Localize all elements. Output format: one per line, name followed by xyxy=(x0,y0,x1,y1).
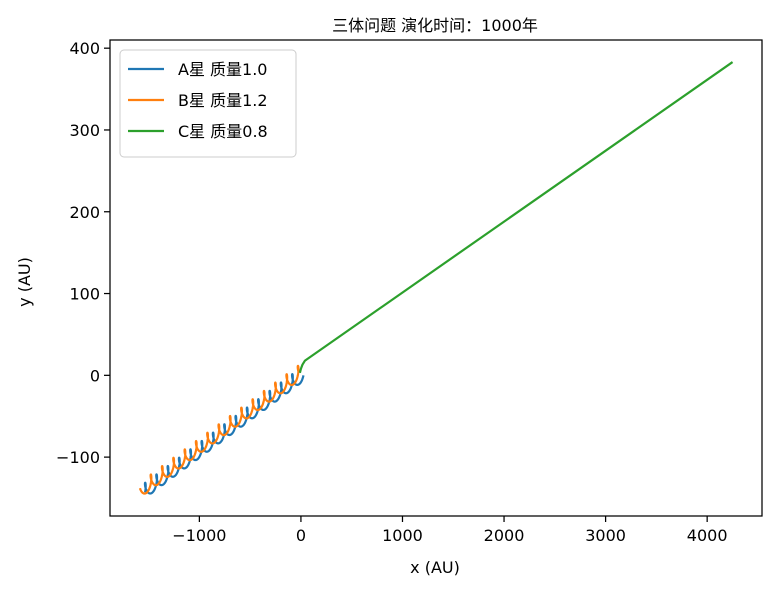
series-line-1 xyxy=(143,373,305,495)
y-tick-label: 0 xyxy=(90,366,100,385)
y-tick-label: 200 xyxy=(69,203,100,222)
y-tick-label: 300 xyxy=(69,121,100,140)
chart-title: 三体问题 演化时间：1000年 xyxy=(332,16,538,35)
x-axis-label: x (AU) xyxy=(410,558,460,577)
y-tick-label: 400 xyxy=(69,39,100,58)
y-axis: −100 0 100 200 300 400 xyxy=(56,39,110,467)
y-tick-label: −100 xyxy=(56,448,100,467)
x-tick-label: −1000 xyxy=(172,526,226,545)
legend-label: C星 质量0.8 xyxy=(178,122,268,141)
x-tick-label: 0 xyxy=(296,526,306,545)
x-tick-label: 1000 xyxy=(382,526,423,545)
x-tick-label: 2000 xyxy=(484,526,525,545)
legend-label: A星 质量1.0 xyxy=(178,60,267,79)
x-axis: −1000 0 1000 2000 3000 4000 xyxy=(172,516,728,545)
series-line-3 xyxy=(298,61,734,374)
x-tick-label: 3000 xyxy=(585,526,626,545)
series-layer xyxy=(138,61,734,495)
y-tick-label: 100 xyxy=(69,285,100,304)
x-tick-label: 4000 xyxy=(687,526,728,545)
legend-label: B星 质量1.2 xyxy=(178,91,268,110)
y-axis-label: y (AU) xyxy=(15,257,34,307)
legend: A星 质量1.0 B星 质量1.2 C星 质量0.8 xyxy=(119,49,297,158)
series-line-2 xyxy=(138,364,300,495)
plot-frame xyxy=(109,39,763,517)
